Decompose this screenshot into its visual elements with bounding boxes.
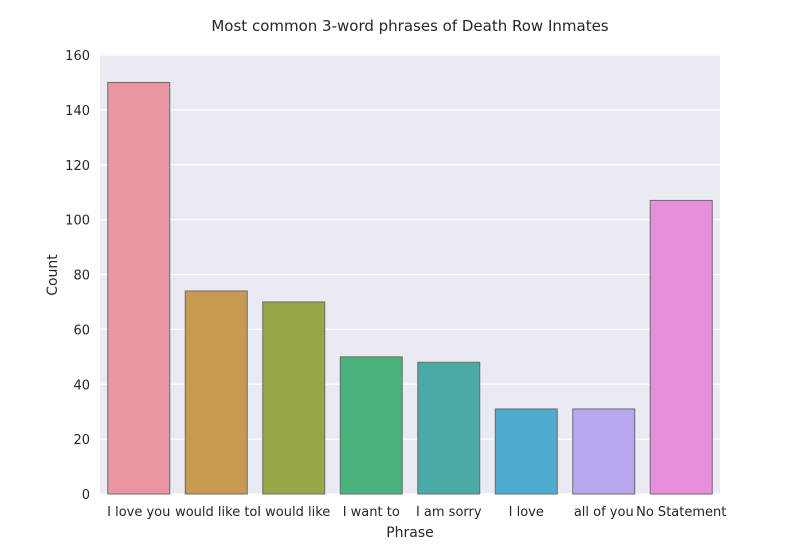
- x-axis-ticks: I love you would like to I would like I wan…: [107, 505, 726, 520]
- x-tick-label-3: I want to: [343, 505, 400, 520]
- y-tick-label-2: 40: [73, 378, 90, 393]
- y-axis-label: Count: [45, 254, 61, 296]
- y-tick-label-4: 80: [73, 269, 90, 284]
- x-tick-label-5: I love: [509, 505, 544, 520]
- bar-5: [494, 408, 558, 495]
- x-tick-label-6: all of you: [574, 505, 634, 520]
- bar-7: [649, 199, 713, 495]
- bar-6: [572, 408, 636, 495]
- x-tick-label-7: No Statement: [636, 505, 726, 520]
- bar-4: [417, 361, 481, 495]
- y-axis-ticks: 0 20 40 60 80 100 120 140 160: [65, 49, 90, 503]
- bars: [107, 81, 713, 495]
- x-tick-label-1: would like to: [175, 505, 257, 520]
- bar-3: [339, 356, 403, 495]
- bar-0: [107, 81, 171, 495]
- y-tick-label-1: 20: [73, 433, 90, 448]
- chart-title: Most common 3-word phrases of Death Row …: [211, 17, 608, 35]
- x-tick-label-2: I would like: [257, 505, 330, 520]
- y-tick-label-8: 160: [65, 49, 90, 64]
- y-tick-label-3: 60: [73, 323, 90, 338]
- x-tick-label-0: I love you: [107, 505, 170, 520]
- y-tick-label-0: 0: [82, 488, 90, 503]
- bar-1: [184, 290, 248, 495]
- x-axis-label: Phrase: [386, 525, 434, 541]
- y-tick-label-6: 120: [65, 159, 90, 174]
- y-tick-label-7: 140: [65, 104, 90, 119]
- x-tick-label-4: I am sorry: [416, 505, 482, 520]
- y-tick-label-5: 100: [65, 214, 90, 229]
- bar-2: [262, 301, 326, 495]
